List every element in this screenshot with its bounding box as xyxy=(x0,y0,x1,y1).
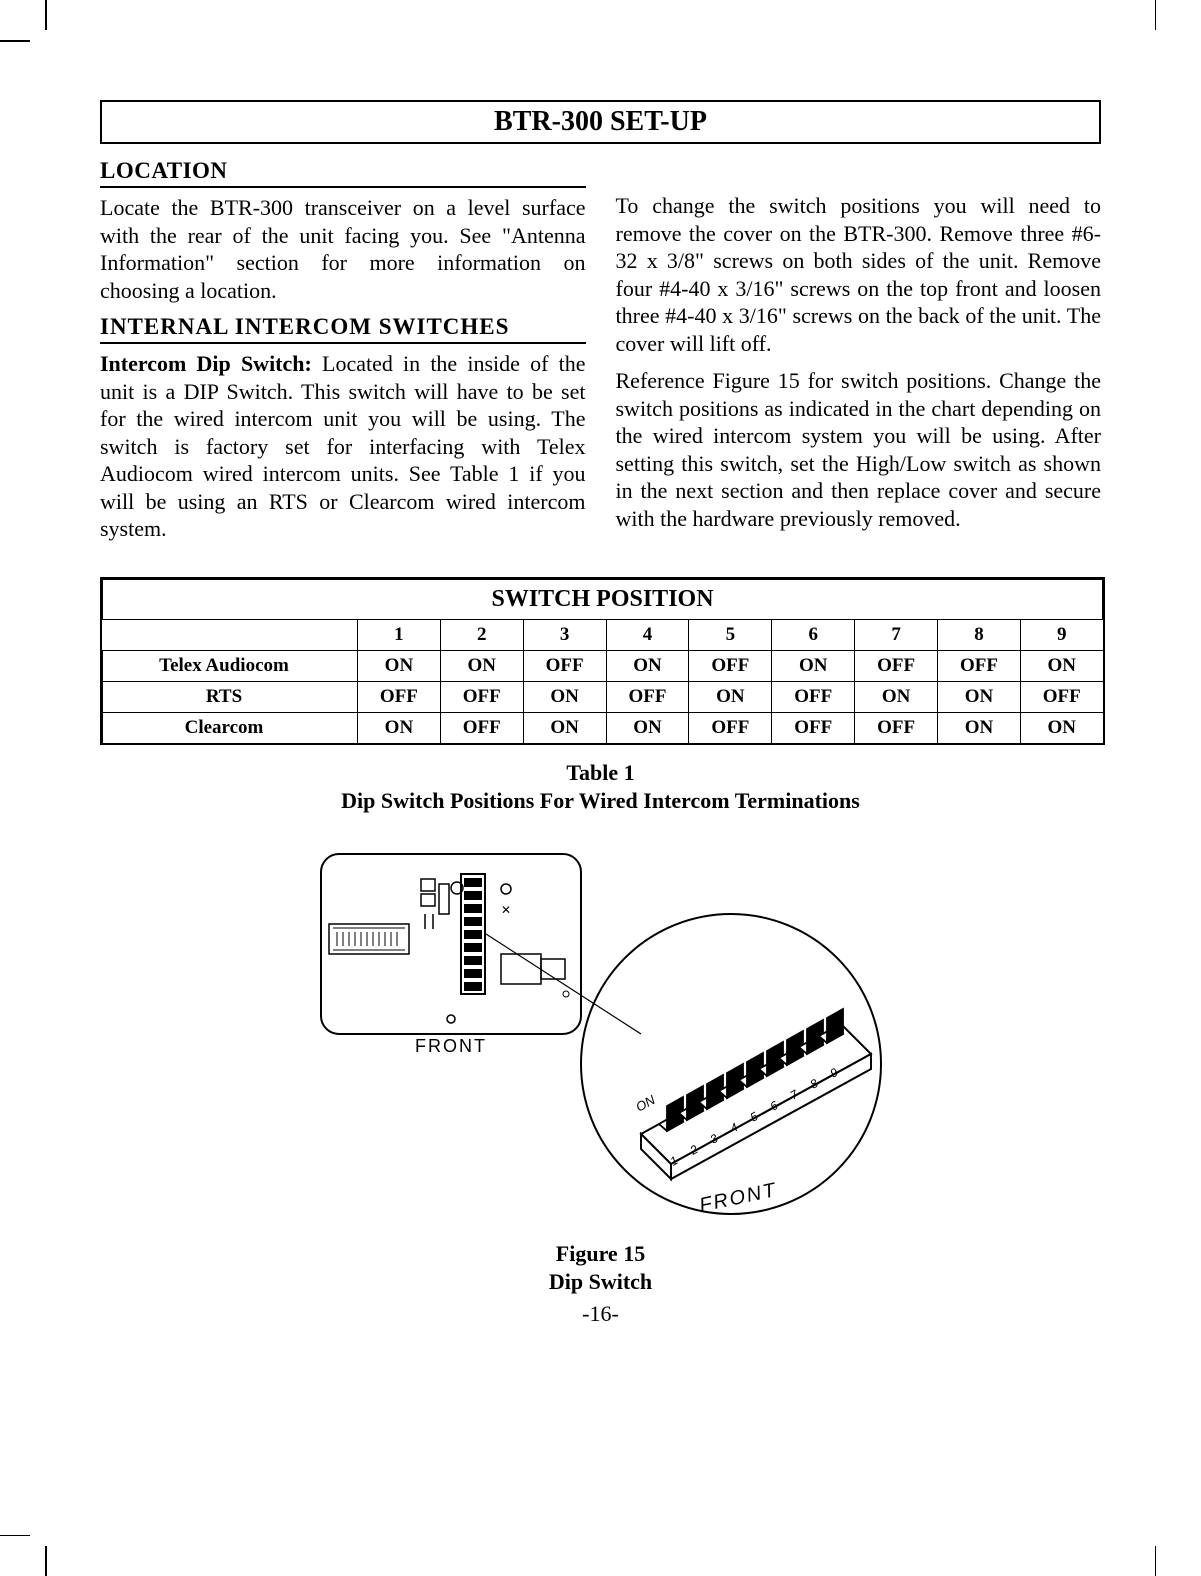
table-row: Telex Audiocom ON ON OFF ON OFF ON OFF O… xyxy=(103,650,1103,681)
page-title-box: BTR-300 SET-UP xyxy=(100,100,1101,144)
col-4: 4 xyxy=(606,619,689,650)
table-caption: Table 1 Dip Switch Positions For Wired I… xyxy=(100,759,1101,816)
page-number: -16- xyxy=(100,1301,1101,1327)
table-row: RTS OFF OFF ON OFF ON OFF ON ON OFF xyxy=(103,681,1103,712)
col-5: 5 xyxy=(689,619,772,650)
cell: OFF xyxy=(358,681,441,712)
cell: ON xyxy=(1020,650,1102,681)
figure-15: ✕ FRONT xyxy=(100,834,1101,1234)
col-7: 7 xyxy=(855,619,938,650)
cell: ON xyxy=(855,681,938,712)
right-para-2: Reference Figure 15 for switch positions… xyxy=(616,367,1102,532)
cell: ON xyxy=(689,681,772,712)
cell: ON xyxy=(938,681,1021,712)
internal-heading: INTERNAL INTERCOM SWITCHES xyxy=(100,314,586,344)
figure-caption: Figure 15 Dip Switch xyxy=(100,1240,1101,1297)
cell: OFF xyxy=(440,712,523,743)
table-header-row: 1 2 3 4 5 6 7 8 9 xyxy=(103,619,1103,650)
table-caption-line1: Table 1 xyxy=(566,760,634,785)
cell: ON xyxy=(938,712,1021,743)
dip-switch-diagram: ✕ FRONT xyxy=(281,834,921,1234)
col-3: 3 xyxy=(523,619,606,650)
crop-mark xyxy=(1155,0,1157,30)
cell: OFF xyxy=(855,650,938,681)
col-9: 9 xyxy=(1020,619,1102,650)
cell: ON xyxy=(1020,712,1102,743)
two-column-layout: LOCATION Locate the BTR-300 transceiver … xyxy=(100,158,1101,553)
crop-mark xyxy=(0,1535,30,1537)
page: BTR-300 SET-UP LOCATION Locate the BTR-3… xyxy=(0,0,1201,1576)
front-label: FRONT xyxy=(415,1036,487,1056)
dip-switch-paragraph: Intercom Dip Switch: Located in the insi… xyxy=(100,350,586,543)
cell: OFF xyxy=(938,650,1021,681)
right-column: To change the switch positions you will … xyxy=(616,158,1102,553)
on-label: ON xyxy=(633,1091,658,1114)
cell: ON xyxy=(523,681,606,712)
table-caption-line2: Dip Switch Positions For Wired Intercom … xyxy=(341,788,860,813)
cell: OFF xyxy=(772,681,855,712)
cell: OFF xyxy=(772,712,855,743)
left-column: LOCATION Locate the BTR-300 transceiver … xyxy=(100,158,586,553)
front-label-iso: FRONT xyxy=(697,1179,779,1217)
col-8: 8 xyxy=(938,619,1021,650)
cell: ON xyxy=(358,712,441,743)
col-6: 6 xyxy=(772,619,855,650)
table-blank-cell xyxy=(103,619,358,650)
cell: OFF xyxy=(440,681,523,712)
crop-mark xyxy=(1155,1546,1157,1576)
table-title: SWITCH POSITION xyxy=(103,579,1103,619)
cell: ON xyxy=(440,650,523,681)
cell: ON xyxy=(606,650,689,681)
misc-x-icon: ✕ xyxy=(500,903,510,917)
cell: ON xyxy=(358,650,441,681)
cell: OFF xyxy=(1020,681,1102,712)
switch-table-wrap: SWITCH POSITION 1 2 3 4 5 6 7 8 9 Telex … xyxy=(100,577,1105,745)
switch-position-table: SWITCH POSITION 1 2 3 4 5 6 7 8 9 Telex … xyxy=(102,579,1103,743)
col-2: 2 xyxy=(440,619,523,650)
col-1: 1 xyxy=(358,619,441,650)
crop-mark xyxy=(45,1546,47,1576)
right-para-1: To change the switch positions you will … xyxy=(616,192,1102,357)
cell: OFF xyxy=(523,650,606,681)
dip-lead: Intercom Dip Switch: xyxy=(100,351,312,376)
cell: ON xyxy=(523,712,606,743)
cell: ON xyxy=(606,712,689,743)
row-label-clearcom: Clearcom xyxy=(103,712,358,743)
row-label-rts: RTS xyxy=(103,681,358,712)
page-title: BTR-300 SET-UP xyxy=(494,106,707,137)
figure-caption-line1: Figure 15 xyxy=(556,1241,645,1266)
row-label-telex: Telex Audiocom xyxy=(103,650,358,681)
crop-mark xyxy=(0,40,30,42)
figure-caption-line2: Dip Switch xyxy=(549,1269,652,1294)
location-paragraph: Locate the BTR-300 transceiver on a leve… xyxy=(100,194,586,304)
cell: ON xyxy=(772,650,855,681)
cell: OFF xyxy=(606,681,689,712)
table-row: Clearcom ON OFF ON ON OFF OFF OFF ON ON xyxy=(103,712,1103,743)
cell: OFF xyxy=(855,712,938,743)
dip-rest: Located in the inside of the unit is a D… xyxy=(100,351,586,541)
location-heading: LOCATION xyxy=(100,158,586,188)
cell: OFF xyxy=(689,650,772,681)
crop-mark xyxy=(45,0,47,30)
cell: OFF xyxy=(689,712,772,743)
